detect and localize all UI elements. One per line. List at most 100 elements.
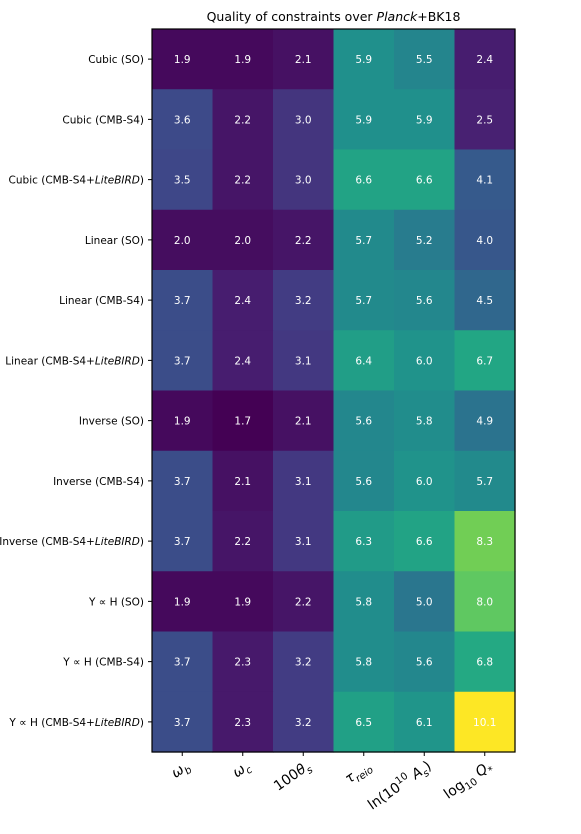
heatmap-cell	[152, 330, 214, 392]
heatmap-cell	[394, 330, 456, 392]
cell-value-label: 8.3	[476, 536, 493, 548]
heatmap-cell	[273, 511, 335, 572]
cell-value-label: 5.8	[355, 596, 372, 608]
heatmap-cell	[273, 149, 335, 211]
heatmap-cell	[333, 29, 395, 90]
y-tick-label: Inverse (SO)	[79, 416, 144, 428]
cell-value-label: 8.0	[476, 596, 493, 608]
heatmap-cell	[394, 149, 456, 211]
cell-value-label: 2.0	[234, 235, 251, 247]
cell-value-label: 5.2	[416, 235, 433, 247]
y-tick-label: Linear (CMB-S4)	[59, 295, 144, 307]
heatmap-cell	[273, 270, 335, 331]
heatmap-cell	[212, 511, 274, 572]
x-tick-label: log10 Q*	[441, 758, 497, 805]
heatmap-cell	[394, 691, 456, 753]
cell-value-label: 4.1	[476, 175, 493, 187]
x-tick-label: τreio	[342, 758, 376, 789]
cell-value-label: 2.5	[476, 114, 493, 126]
cell-value-label: 2.3	[234, 657, 251, 669]
cell-value-label: 2.2	[234, 114, 251, 126]
heatmap-cell	[333, 450, 395, 512]
heatmap-cell-labels: 1.9 1.9 2.1 5.9 5.5 2.4 3.6 2.2 3.0 5.9 5.9 2.5 3.5 2…	[174, 54, 497, 729]
cell-value-label: 5.5	[416, 54, 433, 66]
heatmap-cell	[333, 390, 395, 452]
chart-title: Quality of constraints over Planck+BK18	[207, 9, 461, 24]
y-tick-label: Inverse (CMB-S4)	[53, 476, 144, 488]
heatmap-cell	[394, 450, 456, 512]
cell-value-label: 4.5	[476, 295, 493, 307]
cell-value-label: 2.2	[234, 175, 251, 187]
cell-value-label: 3.1	[295, 536, 312, 548]
heatmap-cell	[212, 571, 274, 633]
cell-value-label: 3.7	[174, 476, 191, 488]
heatmap-cell	[394, 29, 456, 90]
cell-value-label: 6.6	[355, 175, 372, 187]
cell-value-label: 5.8	[416, 416, 433, 428]
cell-value-label: 5.7	[476, 476, 493, 488]
heatmap-cell	[333, 330, 395, 392]
y-tick-label: Cubic (SO)	[88, 54, 144, 66]
heatmap-cell	[152, 691, 214, 753]
heatmap-cell	[394, 511, 456, 572]
cell-value-label: 3.7	[174, 355, 191, 367]
cell-value-label: 6.0	[416, 476, 433, 488]
heatmap-cell	[454, 511, 516, 572]
cell-value-label: 2.2	[295, 596, 312, 608]
heatmap-cell	[152, 29, 214, 90]
heatmap-cell	[394, 89, 456, 151]
cell-value-label: 4.0	[476, 235, 493, 247]
heatmap-cell	[394, 209, 456, 271]
heatmap-cell	[273, 29, 335, 90]
cell-value-label: 2.2	[295, 235, 312, 247]
cell-value-label: 1.9	[174, 596, 191, 608]
y-tick-label: Cubic (CMB-S4+LiteBIRD)	[9, 175, 144, 187]
heatmap-cell	[152, 209, 214, 271]
x-tick-label: 100θs	[271, 758, 315, 797]
cell-value-label: 6.6	[416, 536, 433, 548]
heatmap-cell	[273, 330, 335, 392]
cell-value-label: 3.7	[174, 717, 191, 729]
cell-value-label: 5.9	[416, 114, 433, 126]
cell-value-label: 3.7	[174, 536, 191, 548]
cell-value-label: 3.2	[295, 717, 312, 729]
cell-value-label: 6.6	[416, 175, 433, 187]
heatmap-cell	[454, 691, 516, 753]
cell-value-label: 6.3	[355, 536, 372, 548]
cell-value-label: 1.9	[234, 596, 251, 608]
cell-value-label: 2.2	[234, 536, 251, 548]
heatmap-cell	[333, 89, 395, 151]
heatmap-cell	[152, 450, 214, 512]
cell-value-label: 10.1	[473, 717, 496, 729]
cell-value-label: 4.9	[476, 416, 493, 428]
cell-value-label: 1.7	[234, 416, 251, 428]
heatmap-cell	[212, 29, 274, 90]
heatmap-cell	[212, 691, 274, 753]
cell-value-label: 6.1	[416, 717, 433, 729]
heatmap-cell	[394, 270, 456, 331]
x-tick-label: ln(1010 As)	[364, 757, 436, 816]
heatmap-cell	[333, 631, 395, 693]
cell-value-label: 5.0	[416, 596, 433, 608]
cell-value-label: 6.5	[355, 717, 372, 729]
heatmap-cell	[454, 330, 516, 392]
y-tick-label: Linear (CMB-S4+LiteBIRD)	[5, 355, 144, 367]
heatmap-cell	[273, 89, 335, 151]
cell-value-label: 5.8	[355, 657, 372, 669]
cell-value-label: 5.7	[355, 295, 372, 307]
cell-value-label: 3.2	[295, 295, 312, 307]
heatmap-cell	[273, 390, 335, 452]
heatmap-cell	[273, 450, 335, 512]
heatmap-cell	[454, 209, 516, 271]
heatmap-cell	[212, 631, 274, 693]
cell-value-label: 3.7	[174, 657, 191, 669]
heatmap-cell	[212, 89, 274, 151]
heatmap-cell	[394, 631, 456, 693]
heatmap-cell	[333, 511, 395, 572]
heatmap-cell	[273, 691, 335, 753]
heatmap-cell	[333, 149, 395, 211]
heatmap-cell	[212, 450, 274, 512]
cell-value-label: 5.6	[355, 416, 372, 428]
heatmap-cell	[273, 571, 335, 633]
